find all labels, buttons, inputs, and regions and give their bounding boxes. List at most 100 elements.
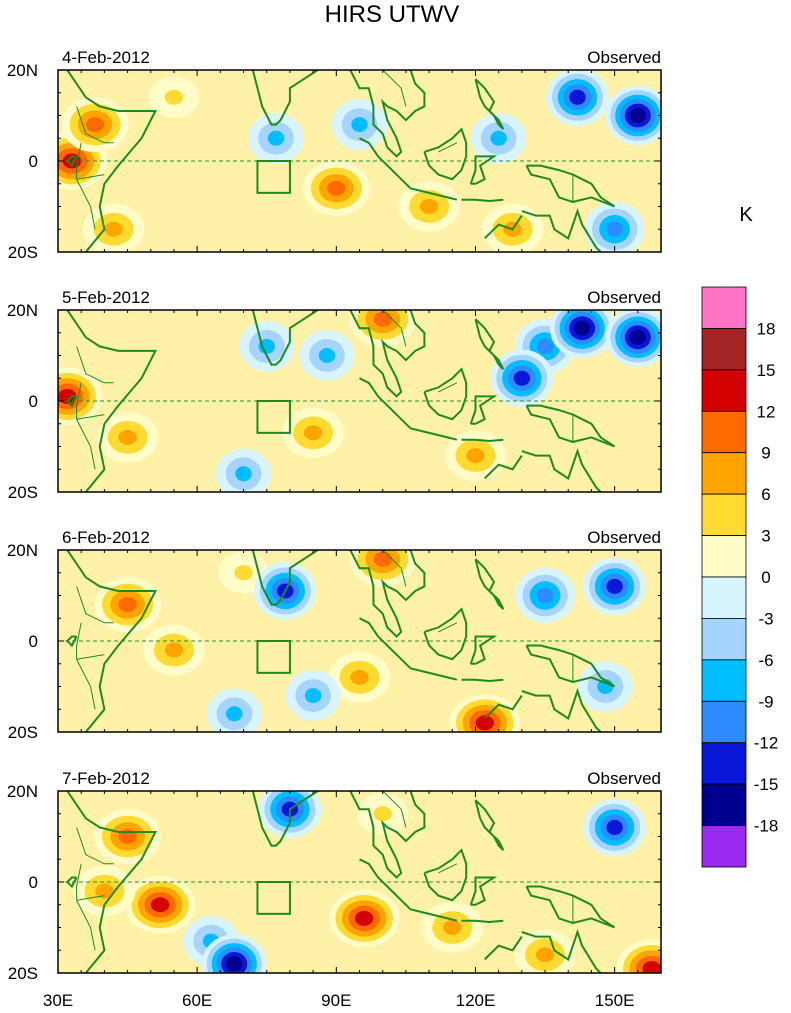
coastline-13	[65, 395, 78, 408]
x-tick-label: 30E	[43, 991, 73, 1010]
colorbar-tick-label: 0	[761, 568, 770, 587]
colorbar-swatch	[701, 700, 747, 744]
coastline-3	[349, 791, 426, 879]
coastline-11	[521, 687, 602, 732]
y-tick-label: 0	[29, 632, 38, 651]
contour-blob-12-level-3	[466, 448, 485, 464]
colorbar-swatch	[701, 452, 747, 495]
y-tick-label: 20N	[7, 782, 38, 801]
coastline-8	[469, 155, 498, 185]
x-axis: 30E 60E 90E 120E 150E	[43, 991, 635, 1010]
colorbar-swatch	[701, 783, 747, 826]
contour-blob-6-level-3	[303, 425, 323, 441]
y-tick-label: 20S	[8, 483, 38, 502]
contour-blob-10-level-5	[606, 819, 623, 835]
study-box	[256, 640, 291, 674]
x-tick-label: 90E	[321, 991, 351, 1010]
border-3	[76, 174, 105, 180]
contour-blob-3-level-3	[104, 221, 123, 237]
border-4	[382, 70, 407, 107]
colorbar-tick-label: 9	[761, 444, 770, 463]
coastline-3	[349, 550, 426, 638]
contour-blob-7-level-3	[235, 466, 252, 482]
map-panel-4: 20N 0 20S 7-Feb-2012 Observed	[7, 769, 662, 983]
coastline-1	[66, 791, 158, 973]
colorbar-tick-label: 12	[757, 402, 776, 421]
contour-blob-12-level-3	[535, 947, 555, 963]
coastline-1	[66, 310, 158, 492]
contour-blob-6-level-4	[327, 180, 346, 196]
y-tick-label: 0	[29, 873, 38, 892]
border-5	[438, 863, 458, 874]
panel-date-label: 4-Feb-2012	[62, 48, 150, 67]
contour-blob-5-level-4	[373, 311, 392, 327]
coastline-11	[521, 207, 602, 252]
map-panels: 20N 0 20S 4-Feb-2012 Observed 20N 0 20S 5-Feb-20…	[7, 48, 662, 983]
coastline-8	[469, 876, 498, 906]
coastline-3	[349, 310, 426, 398]
coastline-9	[474, 318, 505, 370]
contour-blob-8-level-4	[536, 338, 554, 354]
border-4	[382, 310, 407, 347]
contour-blob-2-level-3	[95, 883, 114, 899]
coastline-5	[410, 667, 458, 681]
colorbar-swatch	[701, 742, 747, 785]
coastline-4	[359, 377, 412, 430]
map-panel-3: 20N 0 20S 6-Feb-2012 Observed	[7, 528, 662, 742]
contour-blob-3-level-2	[234, 565, 253, 581]
border-3	[76, 895, 105, 901]
coastline-13	[65, 635, 78, 648]
coastline-10	[525, 644, 616, 688]
colorbar-tick-label: -9	[758, 692, 773, 711]
coastline-5	[410, 908, 458, 922]
coastline-7	[423, 127, 468, 181]
colorbar-swatch	[701, 825, 747, 868]
contour-blob-7-level-6	[226, 956, 243, 972]
border-4	[382, 791, 407, 828]
border-1	[76, 586, 114, 624]
contour-blob-9-level-5	[475, 715, 494, 731]
y-tick-label: 20S	[8, 964, 38, 983]
study-box	[256, 881, 291, 915]
colorbar-swatch	[701, 576, 747, 619]
coastline-9	[474, 558, 505, 610]
colorbar-tick-label: 15	[757, 361, 776, 380]
border-5	[438, 142, 458, 153]
panel-date-label: 5-Feb-2012	[62, 288, 150, 307]
panel-date-label: 7-Feb-2012	[62, 769, 150, 788]
colorbar-tick-label: -15	[754, 775, 779, 794]
colorbar-tick-label: -3	[758, 609, 773, 628]
y-tick-label: 0	[29, 392, 38, 411]
colorbar-tick-label: -18	[754, 817, 779, 836]
map-panel-2: 20N 0 20S 5-Feb-2012 Observed	[7, 288, 662, 502]
colorbar-tick-label: 6	[761, 485, 770, 504]
coastline-5	[410, 187, 458, 201]
colorbar-swatch	[701, 286, 747, 329]
coastline-10	[525, 404, 616, 448]
contour-blob-9-level-6	[573, 320, 591, 336]
coastline-4	[359, 858, 412, 911]
colorbar-swatch	[701, 659, 747, 702]
y-tick-label: 20S	[8, 723, 38, 742]
y-tick-label: 20N	[7, 301, 38, 320]
x-tick-label: 150E	[595, 991, 635, 1010]
contour-blob-7-level-3	[351, 117, 368, 133]
coastline-12	[484, 455, 523, 480]
coastline-9	[474, 799, 505, 851]
coastline-10	[525, 885, 616, 929]
colorbar-tick-label: -12	[754, 734, 779, 753]
x-tick-label: 120E	[456, 991, 496, 1010]
contour-blob-10-level-5	[569, 89, 586, 105]
y-tick-label: 20N	[7, 541, 38, 560]
panel-observed-label: Observed	[587, 48, 661, 67]
coastline-7	[423, 607, 468, 661]
coastline-5	[410, 427, 458, 441]
coastline-6	[461, 198, 504, 203]
coastline-3	[349, 70, 426, 158]
border-3	[76, 654, 105, 660]
contour-blob-1-level-5	[58, 388, 77, 404]
map-panel-1: 20N 0 20S 4-Feb-2012 Observed	[7, 48, 662, 262]
study-box	[256, 400, 291, 434]
contour-blob-1-level-4	[118, 597, 137, 613]
contour-blob-11-level-6	[629, 108, 647, 123]
